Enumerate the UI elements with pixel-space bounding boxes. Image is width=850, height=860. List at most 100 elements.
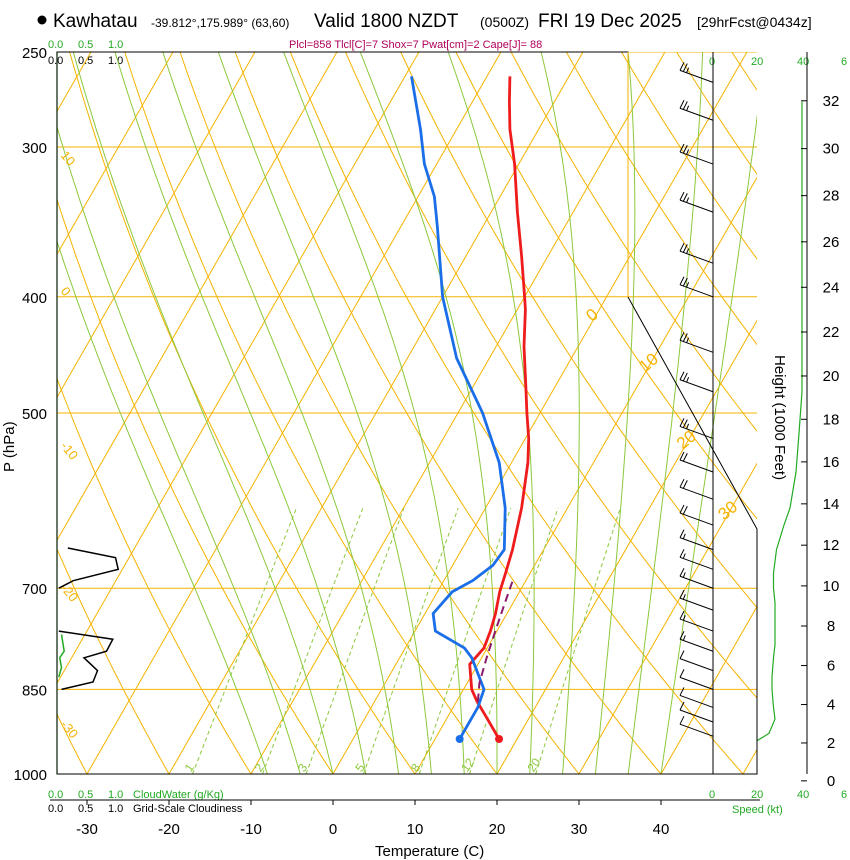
location-name: Kawhatau [53, 11, 138, 32]
height-tick-32: 32 [823, 93, 840, 110]
mixing-ratio-label: 3 [295, 761, 310, 775]
wind-barb-flag [679, 549, 685, 558]
cloud-scale-top: 0.0 0.5 1.0 0.0 0.5 1.0 [48, 39, 123, 67]
wind-barb-flag [682, 145, 688, 154]
moist-adiabat [660, 114, 757, 775]
temp-tick-10: 10 [407, 821, 424, 838]
wind-barb-half [686, 281, 690, 288]
profiles [410, 76, 531, 743]
wind-barb-shaft [679, 107, 714, 121]
wind-barb-flag [679, 62, 685, 71]
cloud-scale-top-green-0: 0.0 [48, 39, 63, 51]
wind-barb-flag [679, 568, 685, 577]
moist-adiabat [447, 52, 535, 775]
wind-barb-half [682, 572, 686, 578]
wind-barb [679, 143, 714, 165]
wind-barb-flag [682, 372, 688, 382]
speed-scale-bottom: 0 20 40 6 Speed (kt) [709, 789, 847, 816]
dry-adiabat [179, 52, 580, 775]
wind-barb-shaft [679, 512, 714, 526]
speed-scale-top-3: 6 [841, 56, 847, 68]
isotherm-line [57, 52, 174, 256]
valid-time: Valid 1800 NZDT [314, 11, 459, 32]
mixing-ratio-line [192, 507, 297, 775]
wind-barb-flag [679, 610, 685, 620]
dry-adiabat [345, 52, 757, 699]
isotherm-line [332, 52, 748, 775]
wind-barb-shaft [679, 694, 714, 708]
wind-barb-half [682, 615, 686, 621]
mixing-ratio-line [535, 507, 621, 775]
isotherm-line [57, 52, 338, 542]
height-tick-22: 22 [823, 324, 840, 341]
height-tick-10: 10 [823, 578, 840, 595]
isotherm-label: 10 [635, 349, 662, 376]
wind-barb-half [686, 197, 690, 203]
height-tick-16: 16 [823, 454, 840, 471]
wind-barb-flag [679, 631, 685, 640]
parcel-line [476, 580, 514, 702]
wind-barb-flag [679, 276, 685, 286]
cloud-scale-bottom-green-1: 0.5 [78, 789, 93, 801]
moist-adiabat [627, 52, 704, 775]
dry-adiabat [289, 52, 744, 775]
wind-barb-flag [679, 418, 685, 427]
forecast-run: [29hrFcst@0434z] [697, 14, 812, 30]
wind-barb-flag [679, 529, 685, 538]
isotherm-line [86, 52, 502, 775]
isotherm-line [414, 176, 757, 775]
wind-barb [679, 418, 714, 439]
height-tick-26: 26 [823, 234, 840, 251]
wind-barb-shaft [679, 676, 714, 690]
moist-adiabat [114, 52, 367, 775]
mixing-ratio-line [305, 507, 405, 775]
wind-barb-flag [682, 63, 688, 72]
wind-barb-shaft [679, 339, 714, 353]
wind-barb [679, 589, 714, 611]
wind-barb-shaft [679, 638, 714, 652]
height-tick-20: 20 [823, 368, 840, 385]
speed-scale-bottom-3: 6 [841, 789, 847, 801]
pressure-tick-1000: 1000 [14, 767, 47, 784]
moist-adiabat [594, 52, 636, 775]
wind-barb-flag [682, 506, 688, 515]
height-tick-18: 18 [823, 411, 840, 428]
mixing-ratio-label: 2 [252, 761, 267, 775]
height-tick-8: 8 [827, 618, 835, 635]
moist-adiabat [283, 52, 465, 775]
height-tick-14: 14 [823, 496, 840, 513]
wind-barb [679, 610, 714, 632]
theta-label: 10 [58, 148, 79, 169]
moist-adiabat [57, 239, 268, 775]
wind-barb-flag [679, 650, 685, 659]
theta-label: -30 [58, 717, 82, 741]
cloudiness-label: Grid-Scale Cloudiness [133, 803, 243, 815]
forecast-date: FRI 19 Dec 2025 [538, 11, 682, 32]
cloudiness-line-lower [58, 630, 114, 691]
wind-barb-shaft [679, 486, 714, 500]
isotherm-line [660, 605, 757, 775]
wind-barb [679, 504, 714, 526]
isotherm-label: 20 [673, 427, 700, 454]
speed-scale-top-0: 0 [709, 56, 715, 68]
wind-barb-flag [679, 504, 685, 514]
wind-barb [679, 276, 714, 298]
dry-adiabat [69, 52, 416, 775]
cloud-scale-bottom: 0.0 0.5 1.0 CloudWater (g/Kg) 0.0 0.5 1.… [48, 789, 243, 815]
dry-adiabat [234, 52, 662, 775]
wind-barb-flag [679, 332, 685, 341]
wind-barb [679, 701, 714, 723]
speed-label: Speed (kt) [732, 804, 783, 816]
wind-barb-half [686, 337, 690, 343]
wind-barb-flag [679, 143, 685, 153]
wind-barb-flag [679, 715, 685, 725]
wind-barb-half [682, 553, 686, 559]
speed-scale-bottom-2: 40 [797, 789, 809, 801]
wind-barb-flag [682, 333, 688, 342]
height-tick-4: 4 [827, 697, 835, 714]
wind-barb [679, 529, 714, 551]
temp-tick--10: -10 [240, 821, 262, 838]
pressure-tick-400: 400 [22, 290, 47, 307]
isotherm-line [57, 52, 256, 399]
